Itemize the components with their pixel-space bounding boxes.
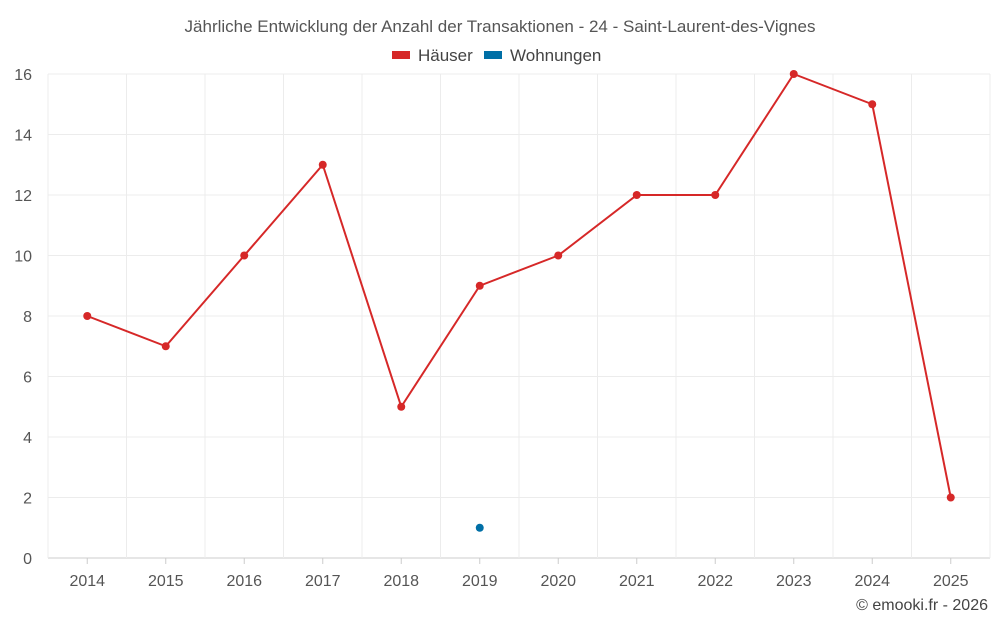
data-point-haeuser-2018[interactable] <box>397 402 406 411</box>
x-tick-label: 2021 <box>619 573 655 590</box>
x-tick-label: 2023 <box>776 573 812 590</box>
data-point-haeuser-2025[interactable] <box>946 493 955 502</box>
series-line-haeuser <box>86 73 952 498</box>
y-tick-label: 16 <box>14 67 32 84</box>
series-layer <box>83 70 955 532</box>
data-point-haeuser-2019[interactable] <box>475 281 484 290</box>
y-tick-label: 2 <box>23 491 32 508</box>
chart-title: Jährliche Entwicklung der Anzahl der Tra… <box>185 17 816 36</box>
data-point-haeuser-2022[interactable] <box>711 191 720 199</box>
x-tick-label: 2020 <box>540 573 576 590</box>
x-tick-label: 2025 <box>933 573 969 590</box>
legend-item-wohnungen[interactable]: Wohnungen <box>484 46 601 65</box>
x-tick-label: 2022 <box>697 573 733 590</box>
x-axis-ticks: 2014 2015 2016 2017 2018 2019 2020 2021 2022 2023… <box>69 558 969 590</box>
legend: Häuser Wohnungen <box>392 46 601 65</box>
data-point-haeuser-2020[interactable] <box>554 251 563 260</box>
x-tick-label: 2024 <box>854 573 890 590</box>
x-tick-label: 2014 <box>69 573 105 590</box>
data-point-haeuser-2014[interactable] <box>83 312 92 320</box>
legend-item-haeuser[interactable]: Häuser <box>392 46 473 65</box>
y-tick-label: 10 <box>14 249 32 266</box>
credit-text: © emooki.fr - 2026 <box>856 597 988 614</box>
y-tick-label: 4 <box>23 430 32 447</box>
y-tick-label: 6 <box>23 370 32 387</box>
data-point-haeuser-2021[interactable] <box>632 191 641 199</box>
data-point-haeuser-2024[interactable] <box>868 100 877 109</box>
x-tick-label: 2016 <box>226 573 262 590</box>
y-tick-label: 12 <box>14 188 32 205</box>
data-point-haeuser-2017[interactable] <box>318 160 327 169</box>
data-point-haeuser-2023[interactable] <box>789 70 798 78</box>
data-point-haeuser-2015[interactable] <box>161 342 170 351</box>
y-tick-label: 0 <box>23 551 32 568</box>
legend-label-haeuser: Häuser <box>418 46 473 65</box>
gridlines <box>47 73 991 559</box>
x-tick-label: 2018 <box>383 573 419 590</box>
data-point-haeuser-2016[interactable] <box>240 251 249 260</box>
y-tick-label: 14 <box>14 128 32 145</box>
data-point-wohnungen-2019[interactable] <box>475 523 484 532</box>
legend-swatch-wohnungen <box>484 51 502 59</box>
legend-label-wohnungen: Wohnungen <box>510 46 601 65</box>
x-tick-label: 2015 <box>148 573 184 590</box>
x-tick-label: 2019 <box>462 573 498 590</box>
x-tick-label: 2017 <box>305 573 341 590</box>
y-tick-label: 8 <box>23 309 32 326</box>
y-axis-ticks: 0 2 4 6 8 10 12 14 16 <box>14 67 32 568</box>
legend-swatch-haeuser <box>392 51 410 59</box>
